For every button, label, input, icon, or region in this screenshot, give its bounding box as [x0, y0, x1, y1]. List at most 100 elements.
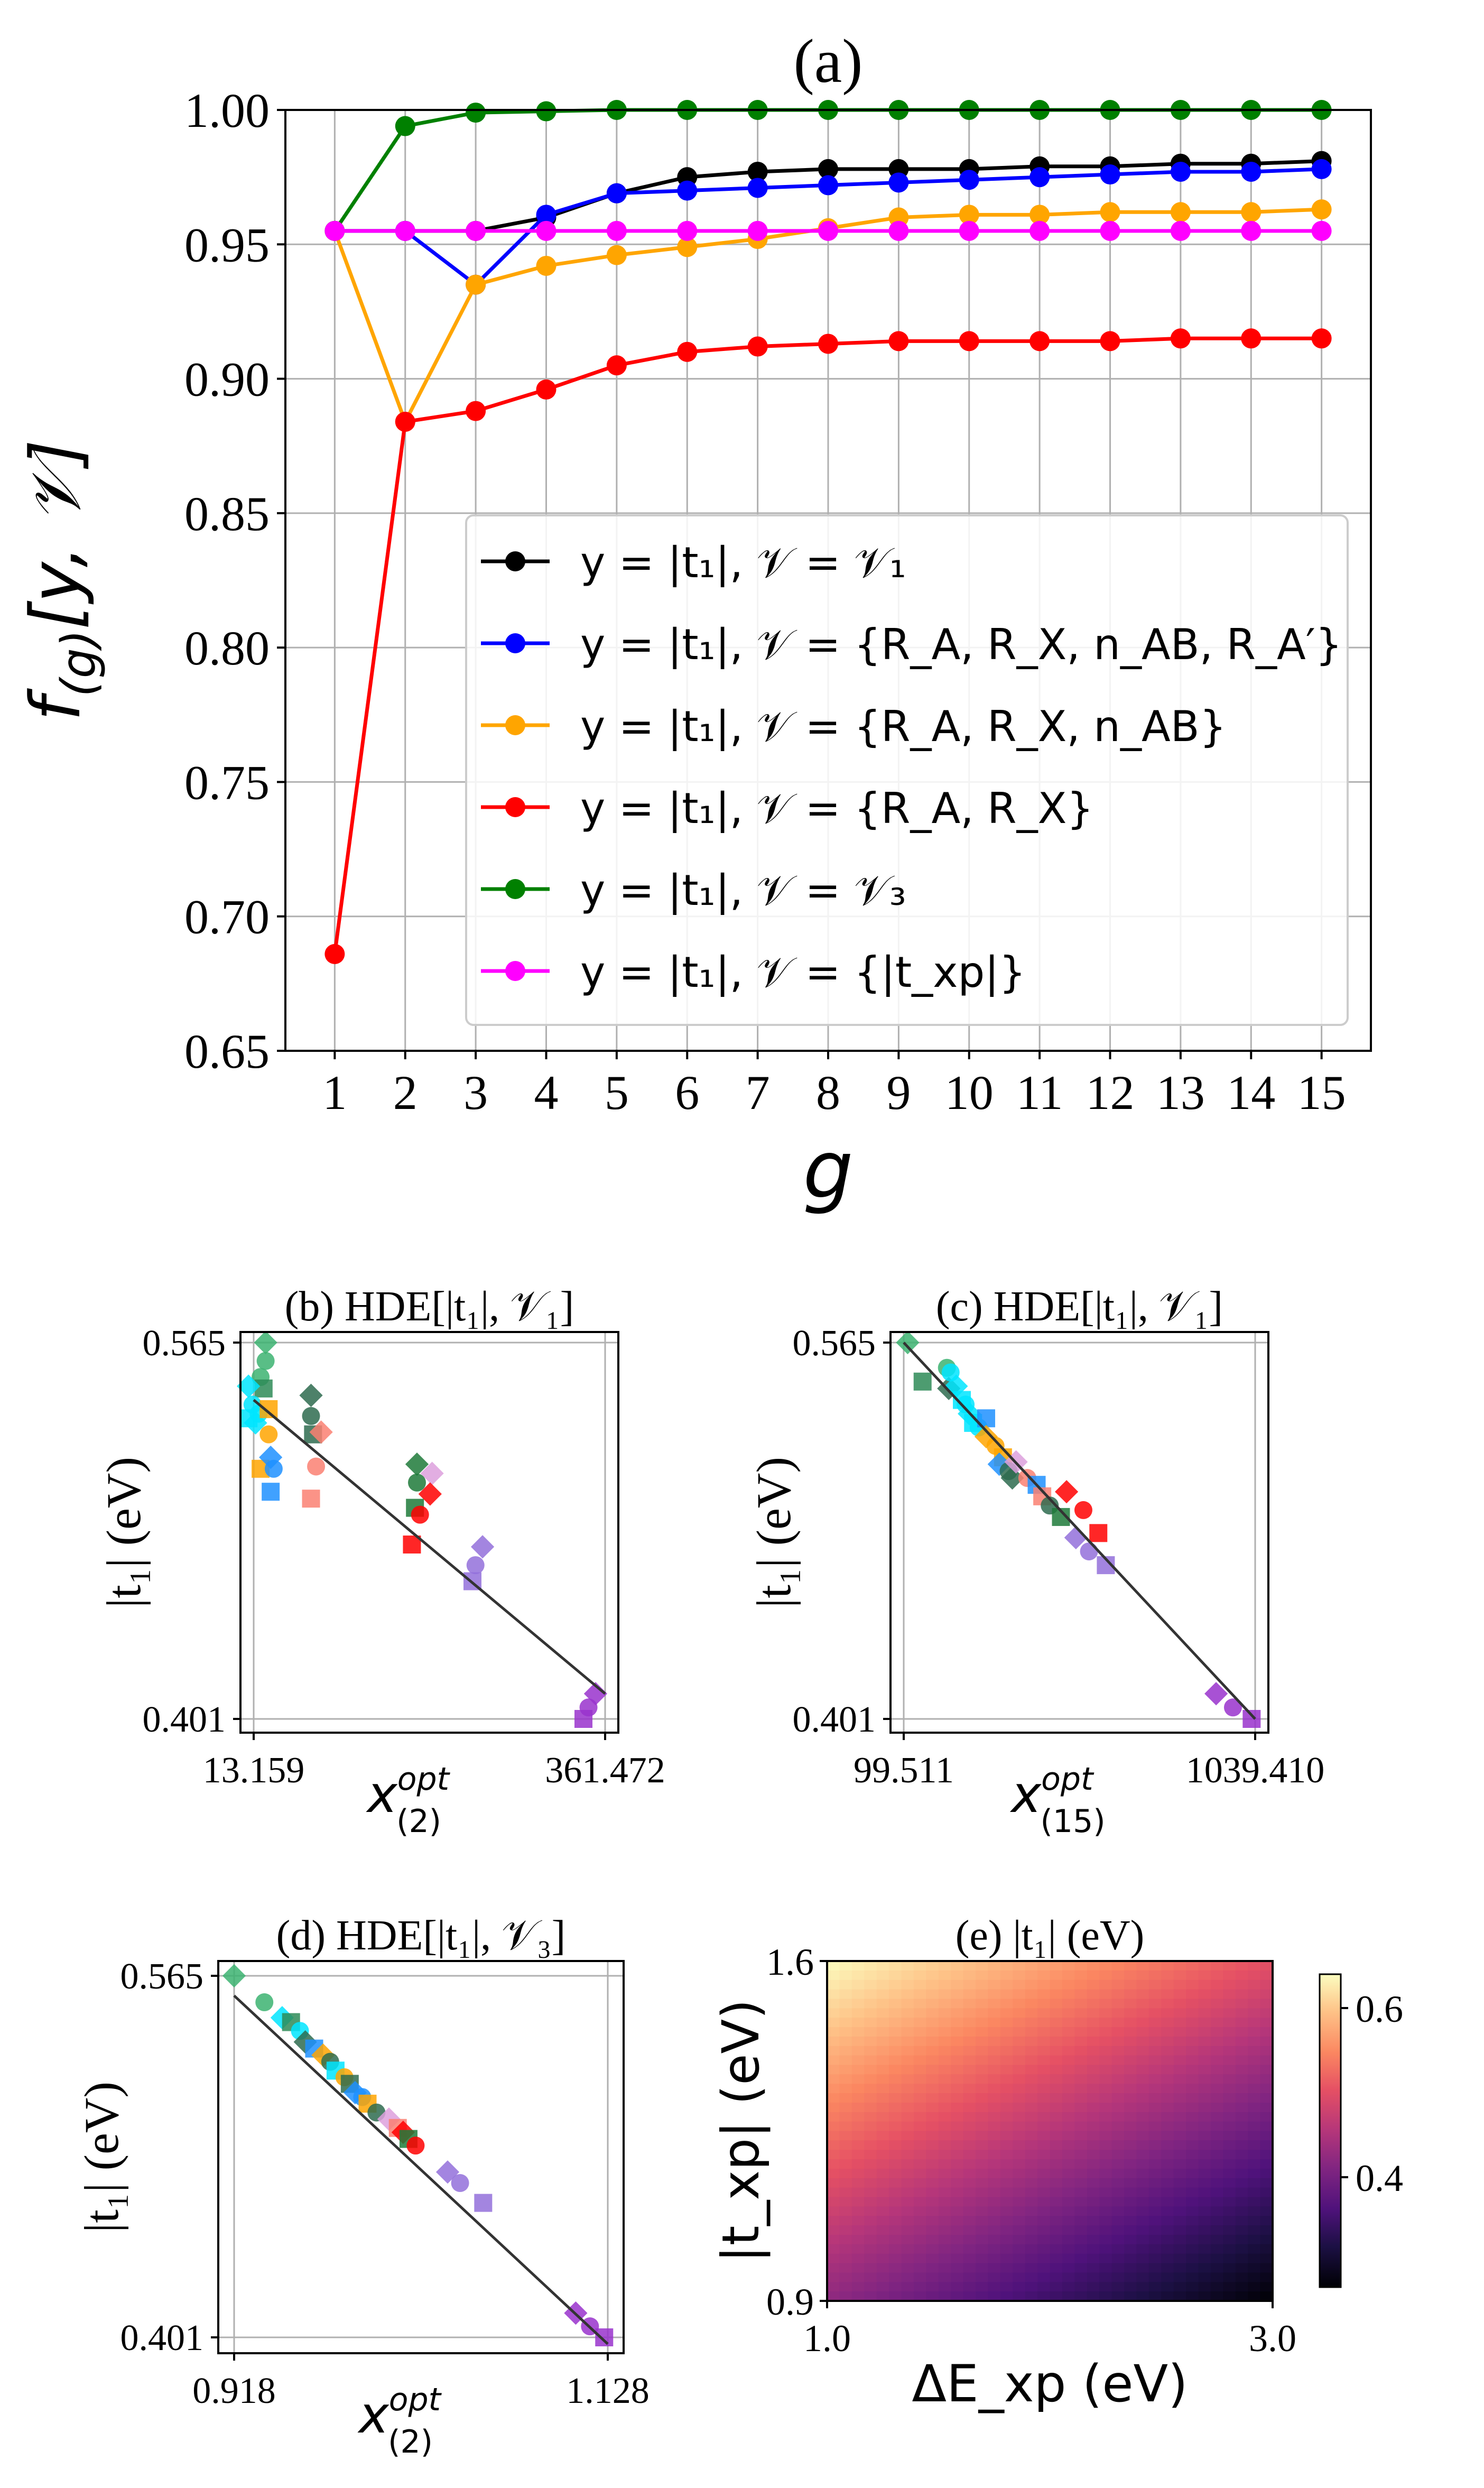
heatmap-cell [1111, 2102, 1125, 2113]
heatmap-cell [1099, 2008, 1112, 2019]
heatmap-cell [901, 2234, 914, 2245]
heatmap-cell [1037, 2065, 1051, 2075]
x-tick-label: 4 [534, 1066, 558, 1120]
heatmap-cell [1062, 2084, 1075, 2094]
heatmap-cell [1074, 2055, 1088, 2066]
heatmap-cell [1111, 2187, 1125, 2198]
legend-item: y = |t₁|, 𝒱 = 𝒱₁ [481, 538, 906, 588]
legend-marker [505, 879, 525, 899]
x-tick-label: 7 [746, 1066, 770, 1120]
heatmap-cell [851, 2065, 865, 2075]
heatmap-cell [938, 1970, 952, 1981]
heatmap-cell [1148, 2197, 1162, 2207]
heatmap-cell [988, 2225, 1001, 2235]
heatmap-cell [1000, 2027, 1014, 2037]
heatmap-cell [926, 2272, 939, 2283]
heatmap-cell [1013, 2121, 1026, 2132]
scatter-point [913, 1372, 932, 1391]
heatmap-cell [1025, 1970, 1038, 1981]
heatmap-cell [1235, 2291, 1249, 2301]
scatter-point [1089, 1524, 1108, 1542]
heatmap-cell [976, 2263, 989, 2273]
heatmap-cell [1025, 2234, 1038, 2245]
heatmap-cell [926, 2046, 939, 2056]
heatmap-cell [1161, 1999, 1174, 2009]
heatmap-cell [889, 2234, 902, 2245]
heatmap-cell [827, 2216, 840, 2226]
heatmap-cell [976, 2225, 989, 2235]
heatmap-cell [1074, 2263, 1088, 2273]
heatmap-cell [1050, 2197, 1063, 2207]
heatmap-cell [901, 2178, 914, 2188]
heatmap-cell [1111, 1989, 1125, 2000]
heatmap-cell [1186, 1980, 1199, 1990]
heatmap-cell [988, 2159, 1001, 2169]
heatmap-cell [1124, 2178, 1137, 2188]
heatmap-cell [1198, 2018, 1211, 2028]
heatmap-cell [901, 2140, 914, 2151]
heatmap-cell [1050, 2036, 1063, 2047]
heatmap-cells [827, 1961, 1273, 2301]
heatmap-cell [851, 2168, 865, 2179]
heatmap-cell [827, 2093, 840, 2103]
heatmap-cell [1013, 2282, 1026, 2292]
heatmap-cell [1235, 2178, 1249, 2188]
heatmap-cell [1248, 1999, 1261, 2009]
series-point [606, 220, 627, 241]
heatmap-cell [889, 2131, 902, 2141]
heatmap-cell [926, 2055, 939, 2066]
heatmap-cell [1173, 2234, 1187, 2245]
heatmap-cell [1248, 2150, 1261, 2160]
heatmap-cell [1210, 2159, 1224, 2169]
heatmap-cell [1210, 2065, 1224, 2075]
scatter-point [474, 2194, 493, 2212]
heatmap-cell [827, 1980, 840, 1990]
heatmap-cell [1210, 2291, 1224, 2301]
heatmap-cell [926, 2187, 939, 2198]
heatmap-cell [876, 1989, 890, 2000]
scatter-point [1074, 1501, 1092, 1519]
heatmap-cell [1087, 2291, 1100, 2301]
heatmap-cell [976, 2253, 989, 2264]
heatmap-cell [1124, 2121, 1137, 2132]
heatmap-cell [1148, 2282, 1162, 2292]
heatmap-cell [1111, 2244, 1125, 2254]
heatmap-cell [1198, 2027, 1211, 2037]
heatmap-cell [1148, 2140, 1162, 2151]
heatmap-cell [1198, 2102, 1211, 2113]
heatmap-cell [1000, 1961, 1014, 1971]
heatmap-cell [827, 2140, 840, 2151]
y-axis-label: |t_xp| (eV) [711, 1999, 771, 2262]
heatmap-cell [851, 1970, 865, 1981]
series-point [1241, 161, 1262, 182]
heatmap-cell [1173, 2055, 1187, 2066]
heatmap-cell [827, 2291, 840, 2301]
heatmap-cell [976, 2131, 989, 2141]
heatmap-cell [1111, 2150, 1125, 2160]
heatmap-cell [1136, 2168, 1149, 2179]
heatmap-cell [839, 1999, 852, 2009]
heatmap-cell [1210, 2216, 1224, 2226]
heatmap-cell [1148, 2178, 1162, 2188]
y-tick-label: 0.75 [184, 755, 270, 809]
heatmap-cell [1099, 2027, 1112, 2037]
heatmap-cell [1013, 2036, 1026, 2047]
series-point [536, 101, 556, 122]
heatmap-cell [1198, 1989, 1211, 2000]
legend-marker [505, 633, 525, 653]
heatmap-cell [1013, 2093, 1026, 2103]
heatmap-cell [926, 2168, 939, 2179]
heatmap-cell [1136, 2263, 1149, 2273]
heatmap-cell [976, 2197, 989, 2207]
heatmap-cell [851, 2008, 865, 2019]
heatmap-cell [889, 2112, 902, 2122]
heatmap-cell [1136, 2093, 1149, 2103]
heatmap-cell [876, 2131, 890, 2141]
heatmap-cell [1074, 2168, 1088, 2179]
heatmap-cell [864, 1961, 877, 1971]
legend-item: y = |t₁|, 𝒱 = 𝒱₃ [481, 866, 906, 915]
heatmap-cell [901, 1980, 914, 1990]
heatmap-cell [1198, 2008, 1211, 2019]
heatmap-cell [913, 2140, 927, 2151]
scatter-point [1055, 1480, 1079, 1504]
